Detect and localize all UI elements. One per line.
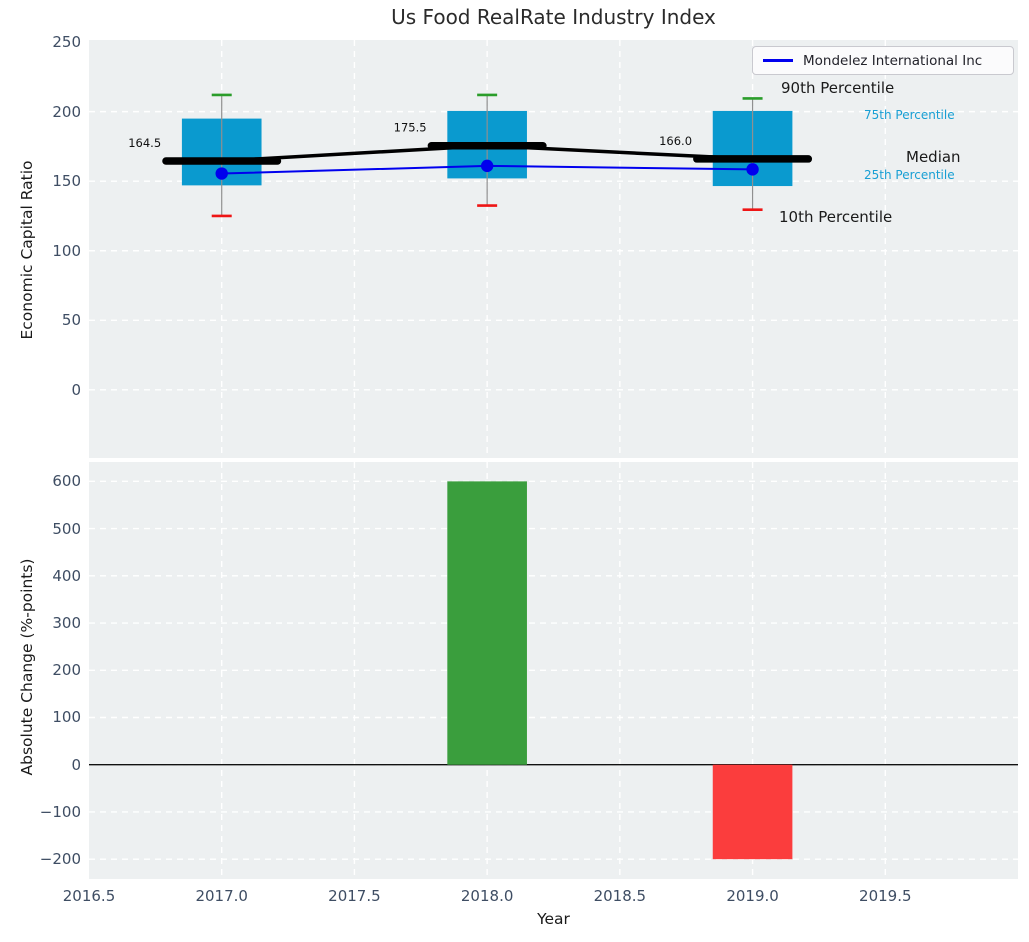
y-tick-label: 50 <box>0 311 81 329</box>
x-tick-label: 2016.5 <box>44 887 134 905</box>
y-tick-label: 0 <box>0 381 81 399</box>
company-marker-2019 <box>746 163 758 175</box>
box-chart-canvas: 164.5 175.5 166.0 <box>89 40 1018 458</box>
y-tick-label: 400 <box>0 567 81 585</box>
change-bar-2018 <box>447 481 527 764</box>
change-bar-2019 <box>713 765 793 859</box>
y-tick-label: 200 <box>0 103 81 121</box>
x-tick-label: 2019.0 <box>708 887 798 905</box>
annotation-median: Median <box>906 148 961 166</box>
y-tick-label: 250 <box>0 33 81 51</box>
y-tick-label: 100 <box>0 242 81 260</box>
top-plot-area: 164.5 175.5 166.0 <box>89 40 1018 458</box>
company-marker-2017 <box>216 167 228 179</box>
company-marker-2018 <box>481 160 493 172</box>
annotation-90th-percentile: 90th Percentile <box>781 79 894 97</box>
y-tick-label: 200 <box>0 661 81 679</box>
bar-chart-canvas <box>89 462 1018 879</box>
legend: Mondelez International Inc <box>752 46 1014 75</box>
median-value-label-2017: 164.5 <box>128 136 161 150</box>
y-tick-label: 100 <box>0 708 81 726</box>
y-tick-label: 0 <box>0 756 81 774</box>
x-axis-label: Year <box>89 910 1018 928</box>
y-tick-label: 150 <box>0 172 81 190</box>
x-tick-label: 2019.5 <box>840 887 930 905</box>
median-value-label-2019: 166.0 <box>659 134 692 148</box>
legend-line-swatch <box>763 59 793 62</box>
x-tick-label: 2018.5 <box>575 887 665 905</box>
y-tick-label: −200 <box>0 850 81 868</box>
figure: Us Food RealRate Industry Index 164.5 175… <box>0 0 1029 942</box>
bottom-plot-area <box>89 462 1018 879</box>
annotation-10th-percentile: 10th Percentile <box>779 208 892 226</box>
x-tick-label: 2017.0 <box>177 887 267 905</box>
y-tick-label: −100 <box>0 803 81 821</box>
x-tick-label: 2017.5 <box>309 887 399 905</box>
y-tick-label: 600 <box>0 472 81 490</box>
legend-series-label: Mondelez International Inc <box>803 53 982 69</box>
x-tick-label: 2018.0 <box>442 887 532 905</box>
median-value-label-2018: 175.5 <box>394 121 427 135</box>
annotation-25th-percentile: 25th Percentile <box>864 168 955 182</box>
annotation-75th-percentile: 75th Percentile <box>864 108 955 122</box>
y-tick-label: 300 <box>0 614 81 632</box>
y-tick-label: 500 <box>0 520 81 538</box>
chart-title: Us Food RealRate Industry Index <box>89 5 1018 29</box>
